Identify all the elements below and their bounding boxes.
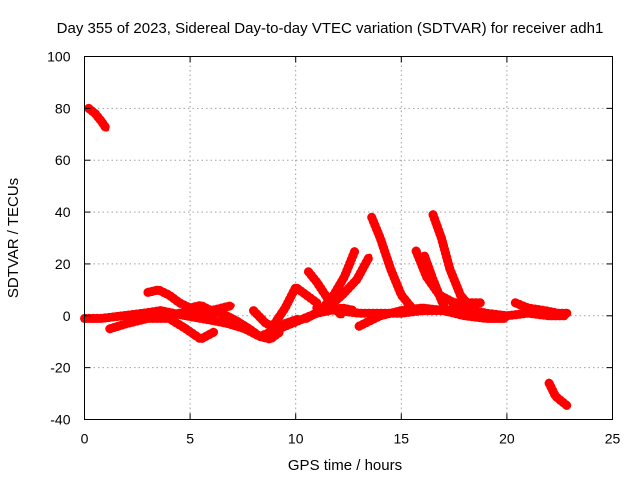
grid	[84, 56, 613, 420]
x-tick-label: 0	[81, 431, 89, 447]
y-tick-label: -40	[50, 412, 70, 428]
y-tick-label: -20	[50, 360, 70, 376]
y-tick-label: 0	[63, 308, 71, 324]
y-tick-label: 20	[55, 256, 71, 272]
x-axis-ticks: 0 5 10 15 20 25	[81, 56, 621, 447]
series-markers-s7	[270, 282, 322, 329]
y-axis-ticks: -40 -20 0 20 40 60 80 100	[47, 49, 613, 428]
series-markers-s5	[175, 306, 286, 344]
series-markers-s16	[354, 303, 512, 331]
series-markers-s3	[105, 313, 220, 344]
y-tick-label: 40	[55, 204, 71, 220]
y-tick-label: 100	[47, 49, 71, 65]
series-markers-s1	[84, 103, 112, 134]
series-group	[80, 103, 573, 411]
series-markers-s12	[367, 212, 427, 316]
series-markers-s2	[80, 306, 305, 341]
y-tick-label: 60	[55, 152, 71, 168]
x-tick-label: 5	[186, 431, 194, 447]
x-axis-label: GPS time / hours	[288, 457, 402, 474]
series-markers-s14	[420, 251, 448, 310]
x-tick-label: 10	[288, 431, 304, 447]
y-axis-label: SDTVAR / TECUs	[5, 178, 22, 298]
plot-frame	[84, 56, 613, 420]
x-tick-label: 20	[499, 431, 515, 447]
series-markers-s10	[322, 251, 375, 313]
series-markers-s9	[301, 246, 360, 323]
series-markers-s18	[544, 378, 573, 411]
series-markers-s17	[510, 298, 573, 318]
y-tick-label: 80	[55, 100, 71, 116]
chart-title: Day 355 of 2023, Sidereal Day-to-day VTE…	[57, 20, 604, 37]
series-markers-s15	[428, 210, 474, 310]
x-tick-label: 25	[605, 431, 621, 447]
x-tick-label: 15	[394, 431, 410, 447]
